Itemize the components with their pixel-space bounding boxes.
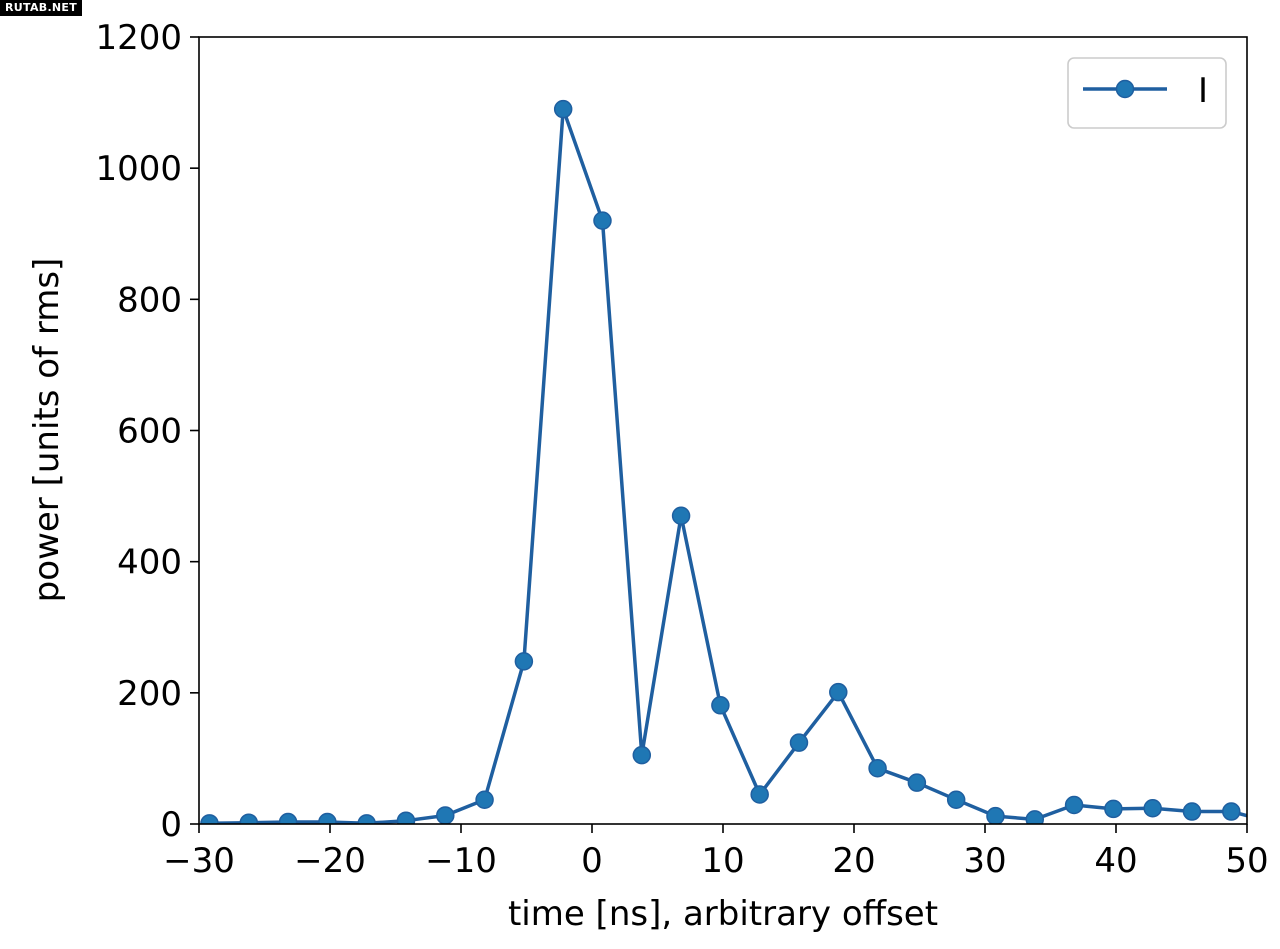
data-point — [436, 806, 455, 824]
data-point — [750, 785, 769, 804]
data-point — [1222, 802, 1241, 821]
data-point — [475, 790, 494, 809]
data-point — [946, 790, 966, 809]
data-point — [514, 652, 534, 671]
y-axis-ticks: 0 200 400 600 800 1000 1200 — [95, 18, 199, 845]
x-tick-label: 10 — [701, 841, 744, 881]
data-point — [868, 759, 887, 778]
y-tick-label: 1000 — [95, 149, 182, 189]
x-tick-label: −20 — [294, 841, 366, 881]
y-tick-label: 400 — [117, 543, 182, 583]
data-point — [789, 733, 809, 752]
series-line — [209, 107, 1247, 824]
x-tick-label: −30 — [163, 841, 235, 881]
y-tick-label: 800 — [117, 280, 182, 320]
x-tick-label: 50 — [1225, 841, 1268, 881]
y-tick-label: 0 — [160, 805, 182, 845]
data-point — [907, 773, 927, 792]
x-tick-label: 20 — [832, 841, 875, 881]
data-point — [711, 696, 730, 715]
data-point — [1262, 814, 1279, 831]
data-point — [239, 813, 259, 824]
data-point — [593, 211, 612, 230]
data-point — [278, 812, 298, 824]
x-tick-label: 40 — [1094, 841, 1137, 881]
y-axis-label: power [units of rms] — [27, 258, 67, 603]
y-tick-label: 1200 — [95, 18, 182, 58]
data-point — [1143, 799, 1162, 818]
legend: I — [1067, 57, 1227, 129]
y-tick-label: 200 — [117, 674, 182, 714]
data-point — [318, 812, 337, 824]
data-point — [396, 811, 416, 824]
data-point — [1182, 802, 1202, 821]
data-point — [671, 506, 691, 526]
x-axis-ticks: −30 −20 −10 0 10 20 30 40 50 — [163, 824, 1269, 881]
legend-label: I — [1198, 71, 1208, 111]
data-point — [1064, 795, 1084, 815]
series-layer — [200, 99, 1279, 831]
data-point — [553, 99, 573, 119]
watermark-logo: RUTAB.NET — [0, 0, 83, 16]
data-point — [986, 806, 1005, 824]
x-axis-label: time [ns], arbitrary offset — [508, 894, 938, 934]
plot-frame — [198, 36, 1248, 825]
data-point — [632, 745, 652, 765]
x-tick-label: −10 — [425, 841, 497, 881]
y-tick-label: 600 — [117, 412, 182, 452]
x-tick-label: 0 — [581, 841, 603, 881]
legend-marker-sample — [1115, 79, 1135, 99]
x-tick-label: 30 — [963, 841, 1006, 881]
legend-box — [1067, 57, 1227, 129]
data-point — [829, 682, 848, 702]
data-point — [1104, 799, 1123, 819]
data-point — [1025, 810, 1045, 824]
